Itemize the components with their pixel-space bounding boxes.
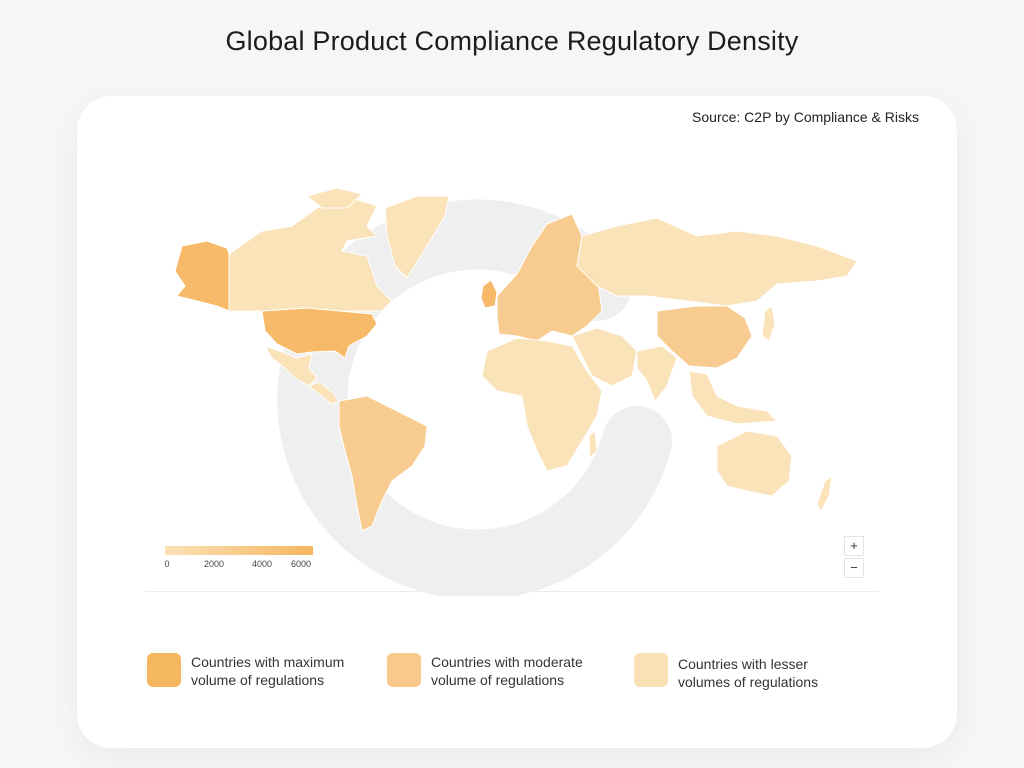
legend-line: volume of regulations [431,672,565,688]
scale-tick: 2000 [203,559,225,569]
legend-swatch-lesser [634,653,668,687]
color-scale-ticks: 0 2000 4000 6000 [164,559,315,573]
legend-label-lesser: Countries with lesser volumes of regulat… [678,655,848,691]
region-middle-east[interactable] [571,327,638,387]
color-scale-bar [165,546,313,555]
zoom-out-button[interactable]: − [844,558,864,578]
region-canada-islands[interactable] [305,187,364,209]
zoom-controls: + − [844,536,864,580]
watermark-logo [277,199,672,596]
scale-tick: 6000 [290,559,312,569]
map-card: Source: C2P by Compliance & Risks [77,96,957,748]
region-russia[interactable] [576,217,858,307]
region-africa[interactable] [481,337,603,472]
region-mexico[interactable] [263,345,318,387]
region-india[interactable] [636,345,678,402]
color-scale-legend: 0 2000 4000 6000 [164,546,315,573]
legend-line: Countries with lesser [678,656,808,672]
divider [145,591,879,592]
region-south-america[interactable] [338,395,428,532]
region-south-east-asia[interactable] [688,370,779,425]
region-usa[interactable] [261,307,378,359]
legend-line: volume of regulations [191,672,325,688]
source-label: Source: C2P by Compliance & Risks [692,109,919,125]
page-title: Global Product Compliance Regulatory Den… [225,26,799,56]
category-legend: Countries with maximum volume of regulat… [147,653,907,693]
legend-line: volumes of regulations [678,674,819,690]
legend-swatch-moderate [387,653,421,687]
region-china[interactable] [656,305,753,369]
scale-tick: 4000 [251,559,273,569]
region-greenland[interactable] [384,195,450,279]
legend-item-max: Countries with maximum volume of regulat… [147,653,361,689]
scale-tick: 0 [164,559,170,569]
region-japan[interactable] [761,305,776,342]
region-madagascar[interactable] [588,430,598,460]
legend-line: Countries with maximum [191,654,345,670]
region-alaska[interactable] [174,240,230,312]
legend-line: Countries with moderate [431,654,583,670]
region-new-zealand[interactable] [816,474,833,513]
region-uk[interactable] [480,279,498,309]
map-area[interactable]: 0 2000 4000 6000 + − [77,96,957,596]
zoom-in-button[interactable]: + [844,536,864,556]
legend-item-lesser: Countries with lesser volumes of regulat… [634,653,848,691]
legend-label-max: Countries with maximum volume of regulat… [191,653,361,689]
legend-label-moderate: Countries with moderate volume of regula… [431,653,601,689]
region-australia[interactable] [716,430,793,497]
region-europe[interactable] [496,213,603,342]
legend-swatch-max [147,653,181,687]
legend-item-moderate: Countries with moderate volume of regula… [387,653,601,689]
world-map[interactable] [77,96,957,596]
